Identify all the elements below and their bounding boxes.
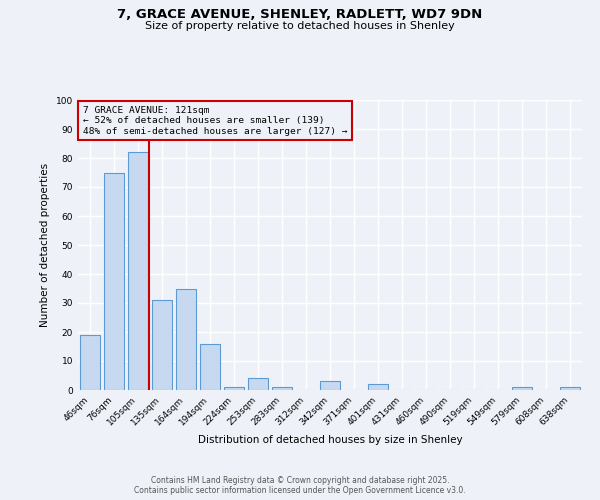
Bar — [368, 384, 388, 390]
Y-axis label: Number of detached properties: Number of detached properties — [40, 163, 50, 327]
Bar — [128, 152, 148, 390]
Text: Contains HM Land Registry data © Crown copyright and database right 2025.
Contai: Contains HM Land Registry data © Crown c… — [134, 476, 466, 495]
Bar — [152, 300, 172, 390]
Bar — [248, 378, 268, 390]
Bar — [560, 387, 580, 390]
Text: 7 GRACE AVENUE: 121sqm
← 52% of detached houses are smaller (139)
48% of semi-de: 7 GRACE AVENUE: 121sqm ← 52% of detached… — [83, 106, 347, 136]
Bar — [512, 387, 532, 390]
Bar — [80, 335, 100, 390]
Bar — [320, 382, 340, 390]
Bar — [272, 387, 292, 390]
Text: Size of property relative to detached houses in Shenley: Size of property relative to detached ho… — [145, 21, 455, 31]
Bar — [104, 172, 124, 390]
Text: 7, GRACE AVENUE, SHENLEY, RADLETT, WD7 9DN: 7, GRACE AVENUE, SHENLEY, RADLETT, WD7 9… — [118, 8, 482, 20]
Bar — [176, 288, 196, 390]
Bar — [224, 387, 244, 390]
Bar — [200, 344, 220, 390]
X-axis label: Distribution of detached houses by size in Shenley: Distribution of detached houses by size … — [197, 436, 463, 446]
